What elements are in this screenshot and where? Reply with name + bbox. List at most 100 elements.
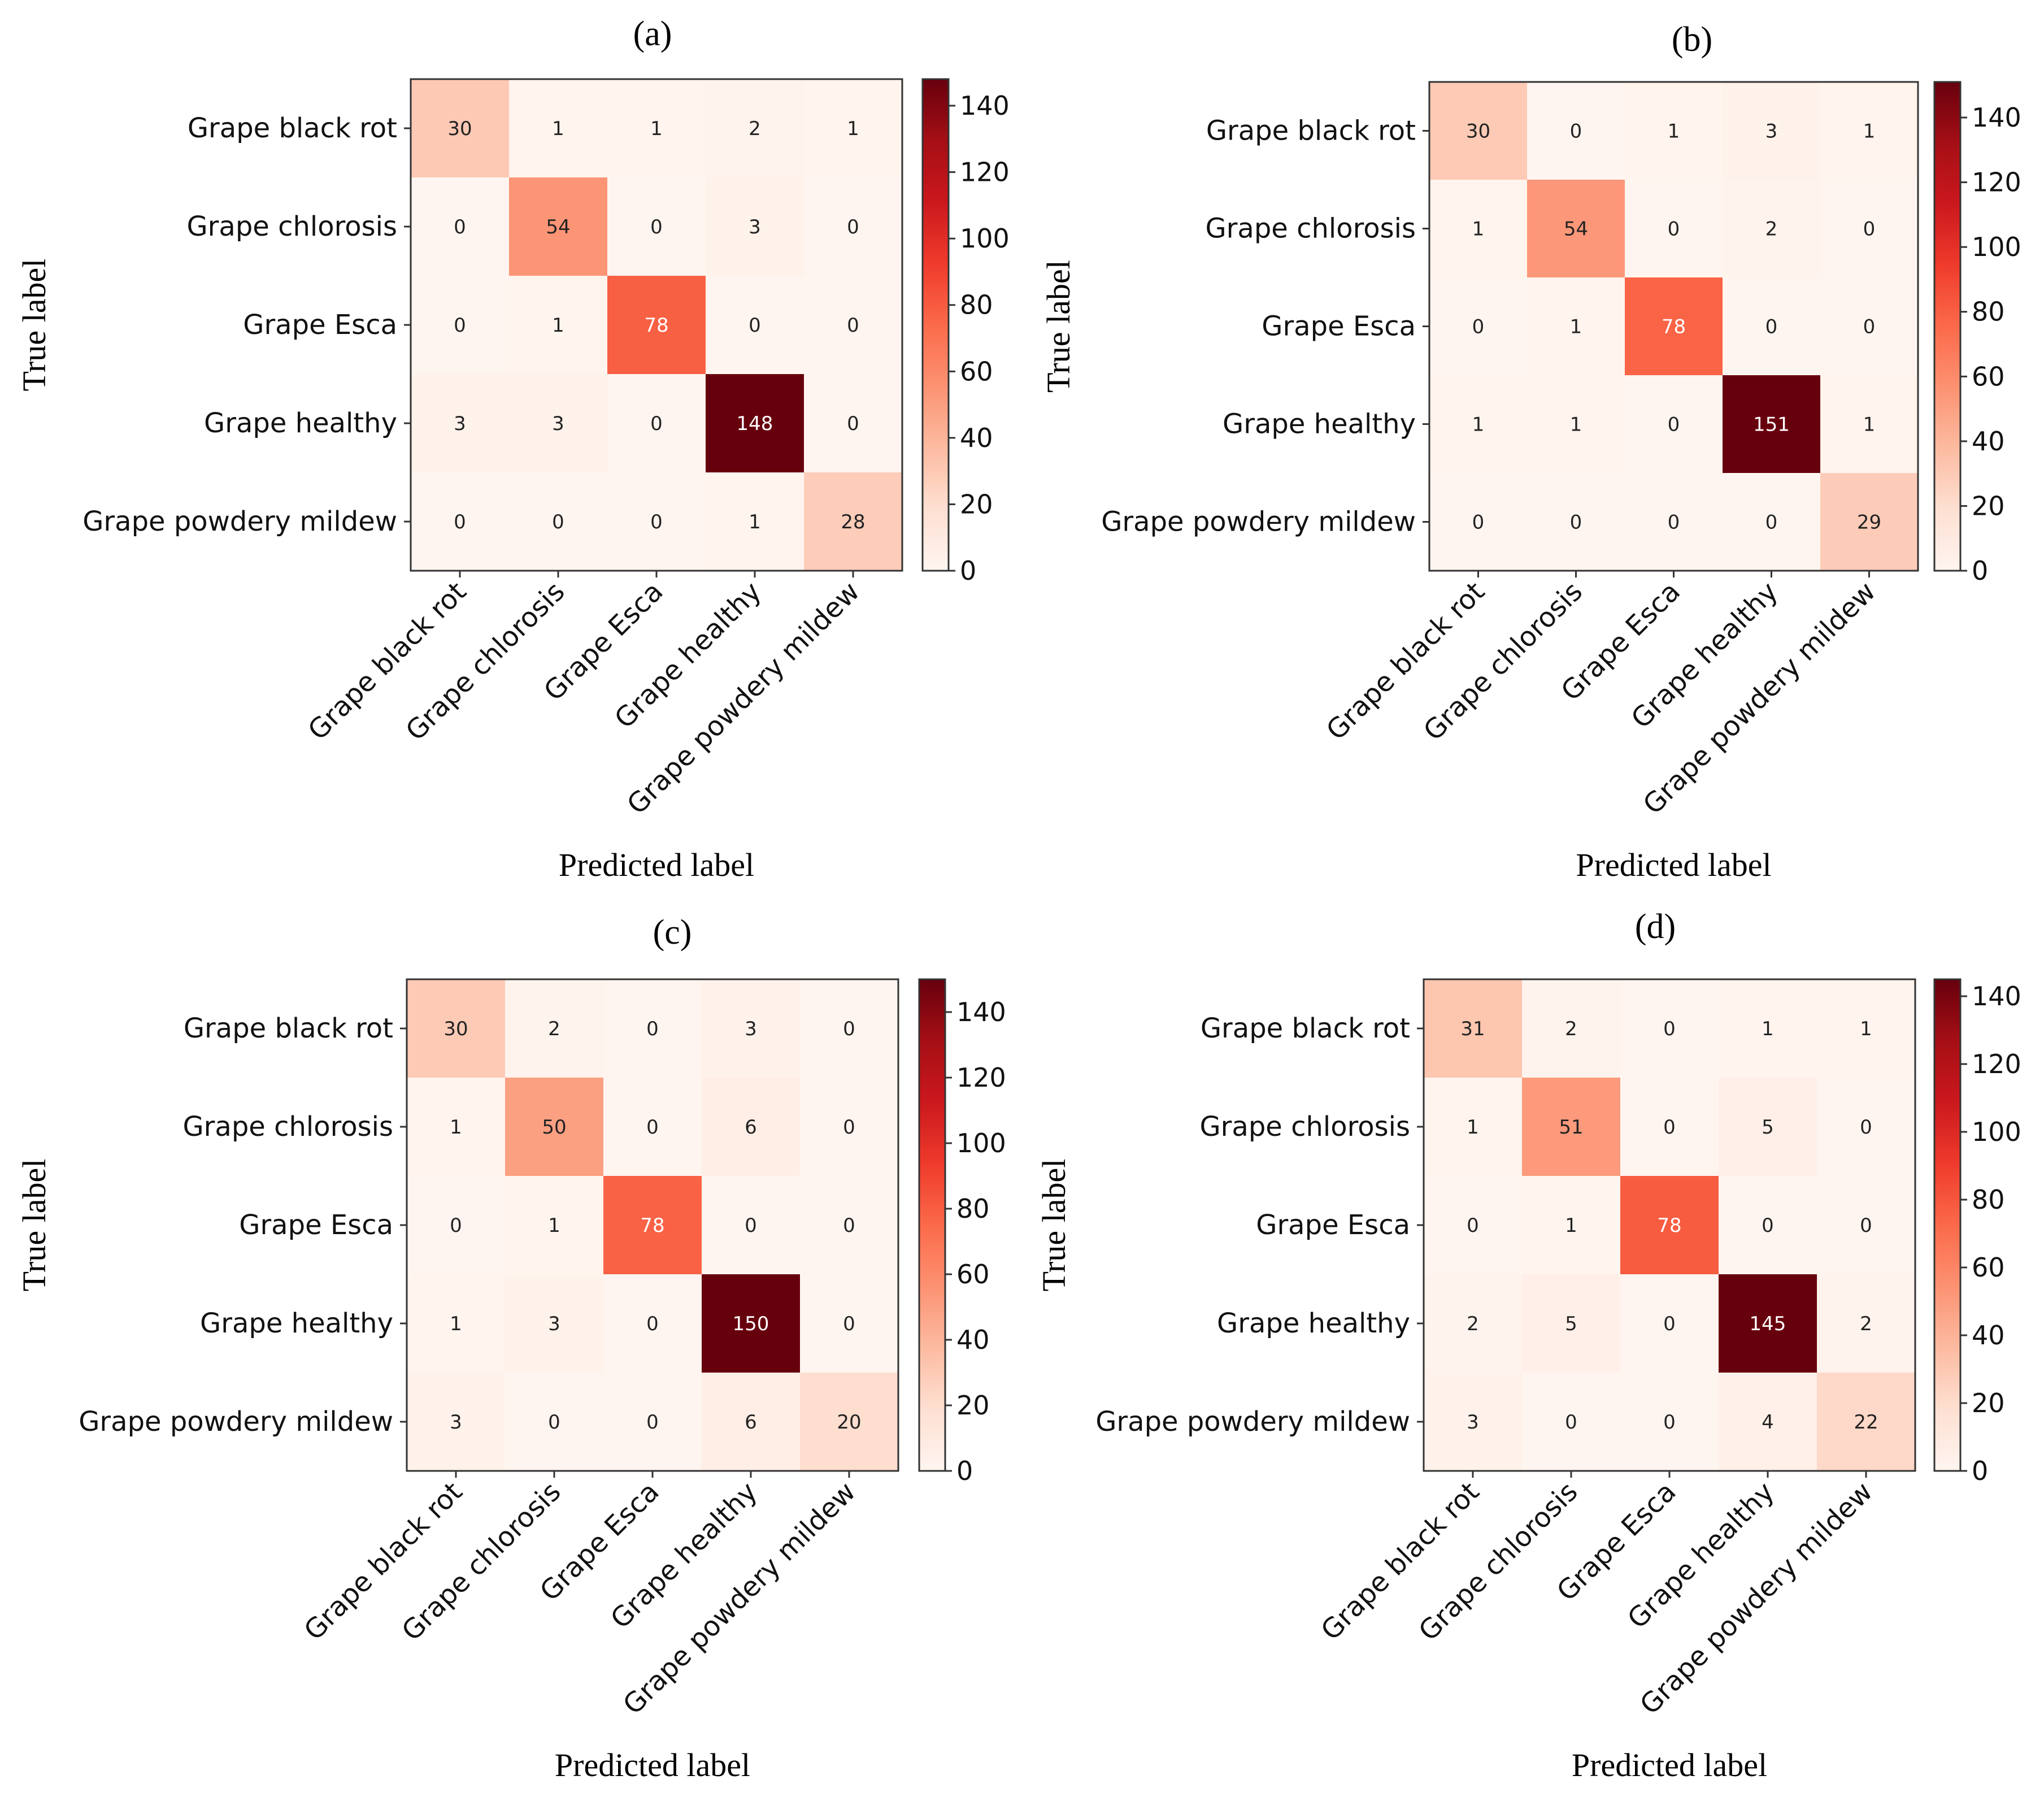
panel-c-xlabel: Predicted label (555, 1747, 750, 1783)
panel-d-cell-value-r3-c3: 145 (1750, 1313, 1786, 1335)
panel-d-cell-value-r3-c2: 0 (1663, 1313, 1676, 1335)
panel-d-cell-r2-c0 (1424, 1176, 1522, 1274)
panel-d-cell-r0-c0 (1424, 979, 1522, 1078)
panel-b-cell-value-r2-c0: 0 (1472, 316, 1485, 338)
panel-d-colorbar-tick-label-0: 0 (1972, 1456, 1988, 1486)
panel-b-cell-value-r3-c0: 1 (1472, 414, 1485, 436)
panel-c-ylabel: True label (16, 1159, 53, 1292)
panel-d-cell-value-r3-c4: 2 (1860, 1313, 1872, 1335)
panel-d-ytick-label-4: Grape powdery mildew (1095, 1406, 1410, 1438)
panel-b-colorbar-tick-label-4: 80 (1972, 297, 2005, 327)
panel-c-cell-value-r0-c2: 0 (646, 1018, 659, 1040)
panel-a-cell-value-r3-c4: 0 (847, 413, 859, 435)
panel-b-cell-r3-c1 (1527, 375, 1625, 473)
panel-c-cell-r3-c4 (800, 1274, 898, 1373)
panel-c-cell-r3-c0 (407, 1274, 505, 1373)
panel-d-cell-r1-c0 (1424, 1078, 1522, 1176)
panel-b-cell-value-r2-c1: 1 (1570, 316, 1582, 338)
panel-c-colorbar-tick-label-4: 80 (956, 1193, 990, 1224)
panel-d-cell-r3-c0 (1424, 1274, 1522, 1373)
panel-a-cell-value-r0-c1: 1 (552, 118, 564, 140)
panel-a-cell-value-r3-c3: 148 (737, 413, 773, 435)
panel-d-ytick-label-2: Grape Esca (1256, 1209, 1410, 1241)
panel-d-colorbar (1933, 978, 1962, 1472)
panel-a-colorbar (921, 78, 950, 572)
panel-d-cell-value-r1-c1: 51 (1559, 1116, 1583, 1139)
panel-c-cell-value-r2-c3: 0 (745, 1214, 757, 1237)
panel-a-cell-r2-c1 (509, 276, 607, 374)
panel-b-xlabel: Predicted label (1576, 846, 1771, 883)
panel-c-colorbar-tick-label-6: 120 (956, 1062, 1006, 1093)
panel-d-cell-value-r0-c2: 0 (1663, 1018, 1676, 1040)
panel-a-colorbar-tick-label-6: 120 (960, 157, 1010, 188)
panel-a-cell-r1-c2 (607, 177, 706, 276)
panel-c-cell-value-r3-c1: 3 (548, 1313, 560, 1335)
panel-b-cell-value-r2-c2: 78 (1662, 316, 1686, 338)
panel-c-cell-value-r3-c4: 0 (843, 1313, 855, 1335)
panel-a-cell-r2-c2 (607, 276, 706, 374)
panel-c-cell-r2-c1 (505, 1176, 603, 1274)
panel-c-cell-value-r4-c3: 6 (745, 1411, 757, 1434)
panel-d-colorbar-tick-label-1: 20 (1972, 1388, 2005, 1418)
panel-a-cell-r0-c0 (411, 79, 509, 177)
panel-d-cell-r0-c2 (1620, 979, 1719, 1078)
panel-c-cell-r3-c1 (505, 1274, 603, 1373)
panel-b-cell-value-r0-c2: 1 (1668, 120, 1680, 143)
panel-a-cell-r3-c3 (706, 374, 804, 472)
panel-c-cell-value-r1-c2: 0 (646, 1116, 659, 1139)
panel-a-cell-value-r1-c0: 0 (454, 216, 466, 238)
panel-b-cell-value-r1-c2: 0 (1668, 218, 1680, 241)
panel-c-cell-r1-c0 (407, 1078, 505, 1176)
panel-b-cell-r1-c3 (1723, 180, 1820, 277)
panel-a-cell-value-r2-c3: 0 (749, 314, 761, 337)
panel-b-cell-r2-c3 (1723, 277, 1820, 375)
panel-b-cell-value-r1-c3: 2 (1765, 218, 1778, 241)
panel-b-colorbar-tick-label-7: 140 (1972, 102, 2021, 133)
panel-a-colorbar-tick-label-1: 20 (960, 489, 993, 519)
panel-c-cell-value-r1-c4: 0 (843, 1116, 855, 1139)
panel-c-colorbar-tick-label-7: 140 (956, 997, 1006, 1027)
panel-c-cell-r1-c4 (800, 1078, 898, 1176)
panel-d-colorbar-tick-label-6: 120 (1972, 1049, 2021, 1079)
panel-b-cell-r1-c4 (1820, 180, 1918, 277)
panel-c-cell-value-r2-c4: 0 (843, 1214, 855, 1237)
panel-c-cell-r0-c2 (603, 979, 702, 1078)
panel-b-cell-r1-c1 (1527, 180, 1625, 277)
panel-c-ytick-label-0: Grape black rot (184, 1013, 393, 1044)
panel-c-cell-value-r0-c4: 0 (843, 1018, 855, 1040)
panel-a-cell-r1-c4 (804, 177, 902, 276)
panel-d-cell-r1-c3 (1719, 1078, 1817, 1176)
panel-b-cell-value-r3-c2: 0 (1668, 414, 1680, 436)
panel-a-colorbar-tick-label-2: 40 (960, 423, 993, 453)
panel-c-colorbar (918, 978, 946, 1472)
panel-a-cell-r1-c0 (411, 177, 509, 276)
panel-b-colorbar-tick-label-3: 60 (1972, 361, 2005, 392)
panel-c-colorbar-tick-label-2: 40 (956, 1325, 990, 1355)
panel-c-colorbar-tick-label-5: 100 (956, 1128, 1006, 1158)
panel-d-cell-r0-c3 (1719, 979, 1817, 1078)
panel-d-cell-value-r0-c1: 2 (1565, 1018, 1577, 1040)
panel-b-cell-r0-c2 (1625, 82, 1723, 180)
panel-d-cell-value-r2-c2: 78 (1657, 1214, 1681, 1237)
panel-c: (c)30 2 0 3 01 50 0 6 00 1 78 0 01 3 0 150 03 0 0 6 20Grape … (16, 913, 1006, 1783)
panel-c-cell-r3-c2 (603, 1274, 702, 1373)
panel-c-colorbar-tick-label-3: 60 (956, 1259, 990, 1290)
panel-c-cell-r2-c0 (407, 1176, 505, 1274)
panel-a-title: (a) (633, 15, 672, 53)
panel-a-ytick-label-0: Grape black rot (188, 112, 397, 144)
panel-d-cell-r0-c4 (1817, 979, 1915, 1078)
panel-a-colorbar-tick-label-4: 80 (960, 290, 993, 320)
panel-b-colorbar-tick-label-2: 40 (1972, 426, 2005, 457)
panel-d-cell-r1-c2 (1620, 1078, 1719, 1176)
panel-d-colorbar-tick-label-5: 100 (1972, 1117, 2021, 1147)
panel-d-cell-value-r4-c0: 3 (1467, 1411, 1479, 1434)
panel-c-cell-value-r2-c2: 78 (640, 1214, 664, 1237)
panel-a-cell-r1-c1 (509, 177, 607, 276)
panel-a-xlabel: Predicted label (559, 846, 754, 883)
panel-d-cell-r4-c0 (1424, 1373, 1522, 1471)
panel-d-cell-value-r4-c1: 0 (1565, 1411, 1577, 1434)
panel-b-ytick-label-2: Grape Esca (1262, 311, 1416, 342)
panel-a-ytick-label-4: Grape powdery mildew (82, 506, 397, 537)
panel-d-cell-r3-c1 (1522, 1274, 1620, 1373)
